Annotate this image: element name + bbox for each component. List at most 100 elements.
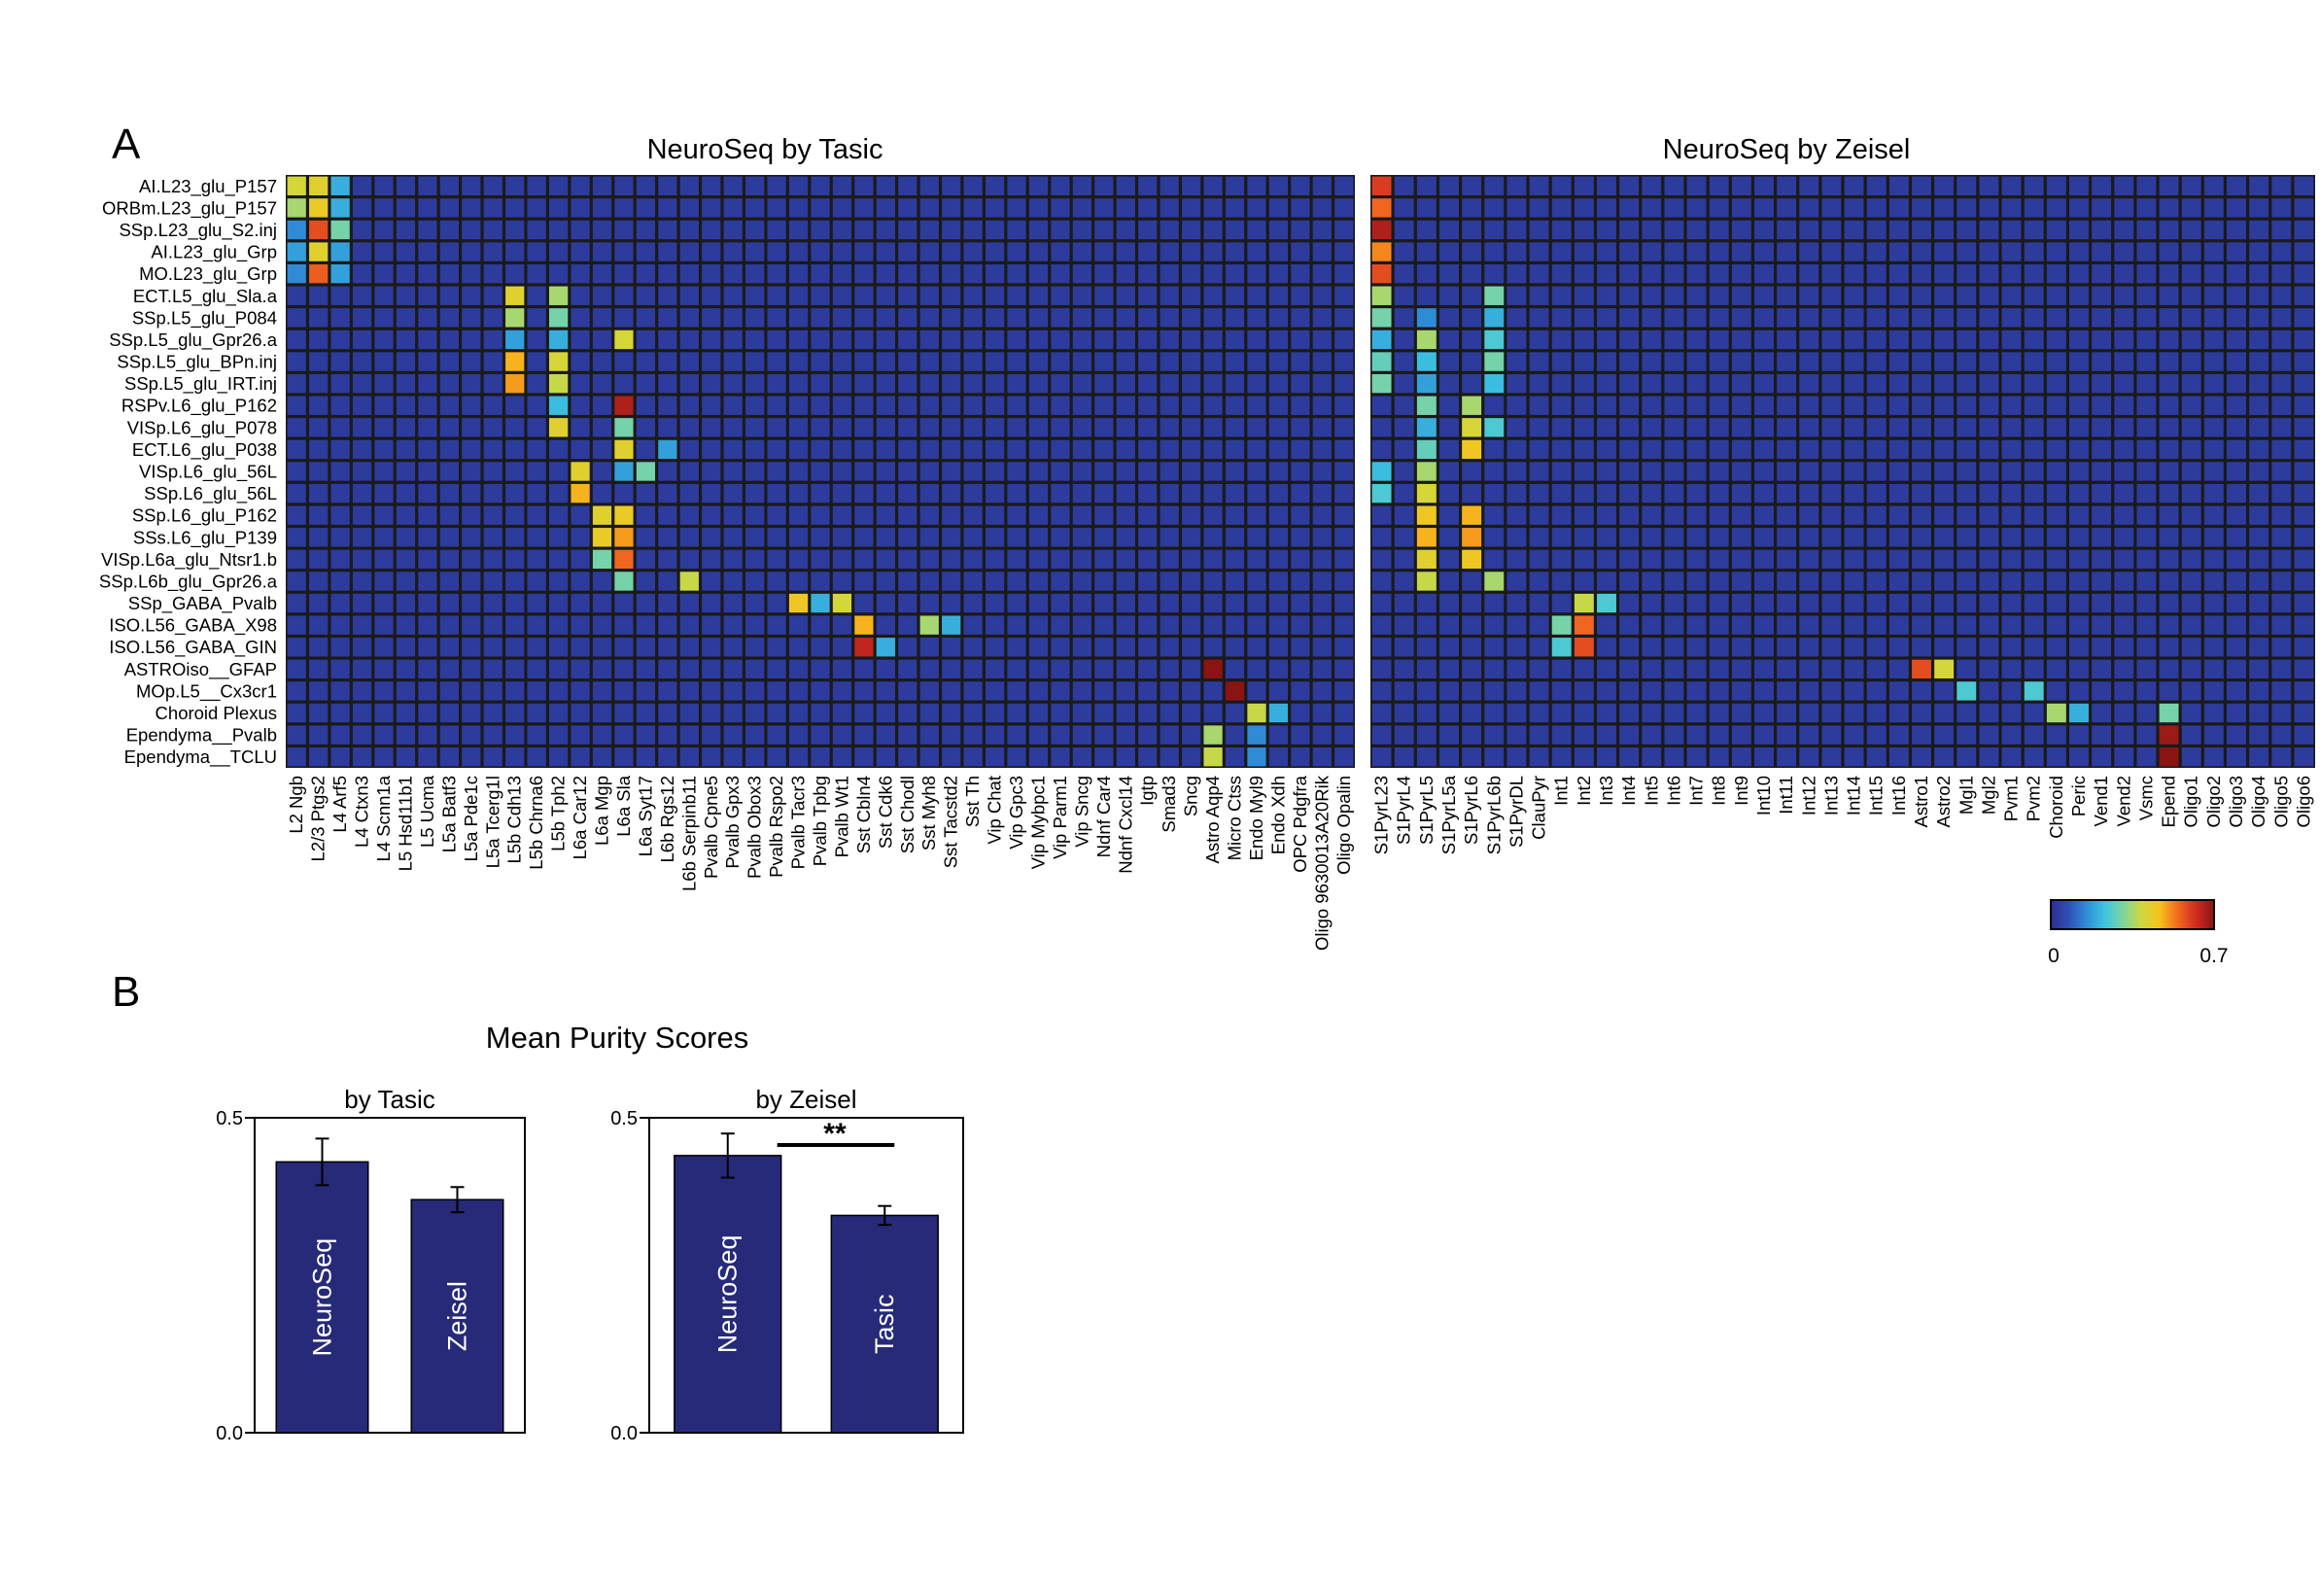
heatmap-cell (1028, 703, 1049, 723)
heatmap-cell (745, 462, 765, 481)
heatmap-cell (1203, 483, 1223, 503)
heatmap-cell (614, 308, 634, 328)
heatmap-cell (1028, 462, 1049, 481)
heatmap-cell (1268, 396, 1289, 415)
heatmap-cell (2249, 681, 2269, 701)
heatmap-row-label: SSp.L6b_glu_Gpr26.a (99, 572, 278, 593)
heatmap-cell (2046, 681, 2066, 701)
heatmap-cell (1138, 638, 1158, 657)
heatmap-cell (1051, 659, 1070, 679)
heatmap-cell (1028, 352, 1049, 371)
heatmap-cell (571, 439, 590, 460)
heatmap-cell (418, 263, 437, 284)
heatmap-cell (462, 572, 481, 591)
heatmap-cell (374, 549, 394, 570)
heatmap-cell (1551, 242, 1572, 261)
heatmap-cell (1484, 659, 1505, 679)
heatmap-cell (2203, 681, 2224, 701)
heatmap-cell (1754, 242, 1774, 261)
heatmap-cell (1462, 330, 1482, 350)
heatmap-cell (2114, 615, 2134, 635)
heatmap-cell (1268, 505, 1289, 525)
heatmap-cell (2294, 263, 2314, 284)
heatmap-cell (2159, 593, 2179, 613)
heatmap-cell (1529, 396, 1549, 415)
heatmap-cell (767, 462, 786, 481)
heatmap-cell (352, 462, 372, 481)
heatmap-cell (1821, 198, 1842, 218)
heatmap-cell (2181, 681, 2201, 701)
heatmap-cell (1574, 483, 1594, 503)
heatmap-column-label: Astro2 (1933, 776, 1954, 827)
heatmap-cell (1182, 352, 1201, 371)
heatmap-cell (592, 703, 612, 723)
heatmap-cell (505, 483, 525, 503)
heatmap-cell (462, 418, 481, 437)
heatmap-cell (767, 418, 786, 437)
heatmap-cell (1371, 462, 1392, 481)
heatmap-cell (919, 439, 939, 460)
heatmap-cell (548, 352, 569, 371)
bar-chart-title: by Tasic (344, 1085, 434, 1114)
heatmap-tasic-title: NeuroSeq by Tasic (647, 134, 883, 165)
heatmap-cell (1529, 593, 1549, 613)
heatmap-cell (1754, 176, 1774, 195)
heatmap-cell (1116, 242, 1135, 261)
heatmap-cell (548, 615, 569, 635)
heatmap-cell (2203, 352, 2224, 371)
heatmap-cell (309, 198, 329, 218)
heatmap-cell (2203, 528, 2224, 547)
heatmap-cell (2069, 373, 2089, 394)
heatmap-cell (2181, 659, 2201, 679)
heatmap-cell (1182, 572, 1201, 591)
heatmap-cell (1094, 396, 1114, 415)
heatmap-cell (439, 638, 459, 657)
heatmap-cell (1416, 286, 1437, 305)
heatmap-cell (287, 549, 306, 570)
heatmap-cell (679, 659, 699, 679)
heatmap-cell (2046, 286, 2066, 305)
heatmap-cell (418, 593, 437, 613)
heatmap-cell (767, 572, 786, 591)
heatmap-cell (462, 638, 481, 657)
heatmap-cell (309, 549, 329, 570)
heatmap-cell (1754, 373, 1774, 394)
heatmap-cell (963, 528, 983, 547)
heatmap-cell (1664, 572, 1684, 591)
heatmap-cell (1072, 198, 1092, 218)
heatmap-cell (2114, 198, 2134, 218)
heatmap-cell (788, 549, 809, 570)
heatmap-cell (985, 483, 1005, 503)
heatmap-cell (1051, 638, 1070, 657)
heatmap-cell (679, 263, 699, 284)
heatmap-cell (2294, 373, 2314, 394)
heatmap-cell (1597, 308, 1616, 328)
heatmap-cell (898, 638, 918, 657)
heatmap-cell (679, 615, 699, 635)
heatmap-cell (1597, 286, 1616, 305)
heatmap-cell (1664, 352, 1684, 371)
heatmap-row-label: AI.L23_glu_P157 (139, 176, 277, 197)
heatmap-cell (1225, 747, 1245, 767)
heatmap-cell (811, 330, 830, 350)
heatmap-cell (2001, 352, 2022, 371)
heatmap-cell (2203, 198, 2224, 218)
heatmap-cell (1934, 330, 1955, 350)
heatmap-cell (1439, 483, 1459, 503)
heatmap-cell (1416, 593, 1437, 613)
heatmap-cell (1821, 418, 1842, 437)
heatmap-cell (1506, 549, 1527, 570)
heatmap-cell (636, 528, 656, 547)
heatmap-cell (1182, 198, 1201, 218)
heatmap-column-label: Int7 (1686, 776, 1707, 806)
heatmap-cell (985, 330, 1005, 350)
heatmap-cell (942, 638, 961, 657)
heatmap-cell (2069, 659, 2089, 679)
heatmap-cell (2159, 659, 2179, 679)
heatmap-cell (636, 396, 656, 415)
heatmap-cell (942, 615, 961, 635)
heatmap-cell (854, 681, 874, 701)
heatmap-cell (679, 308, 699, 328)
heatmap-cell (963, 638, 983, 657)
heatmap-cell (832, 439, 852, 460)
